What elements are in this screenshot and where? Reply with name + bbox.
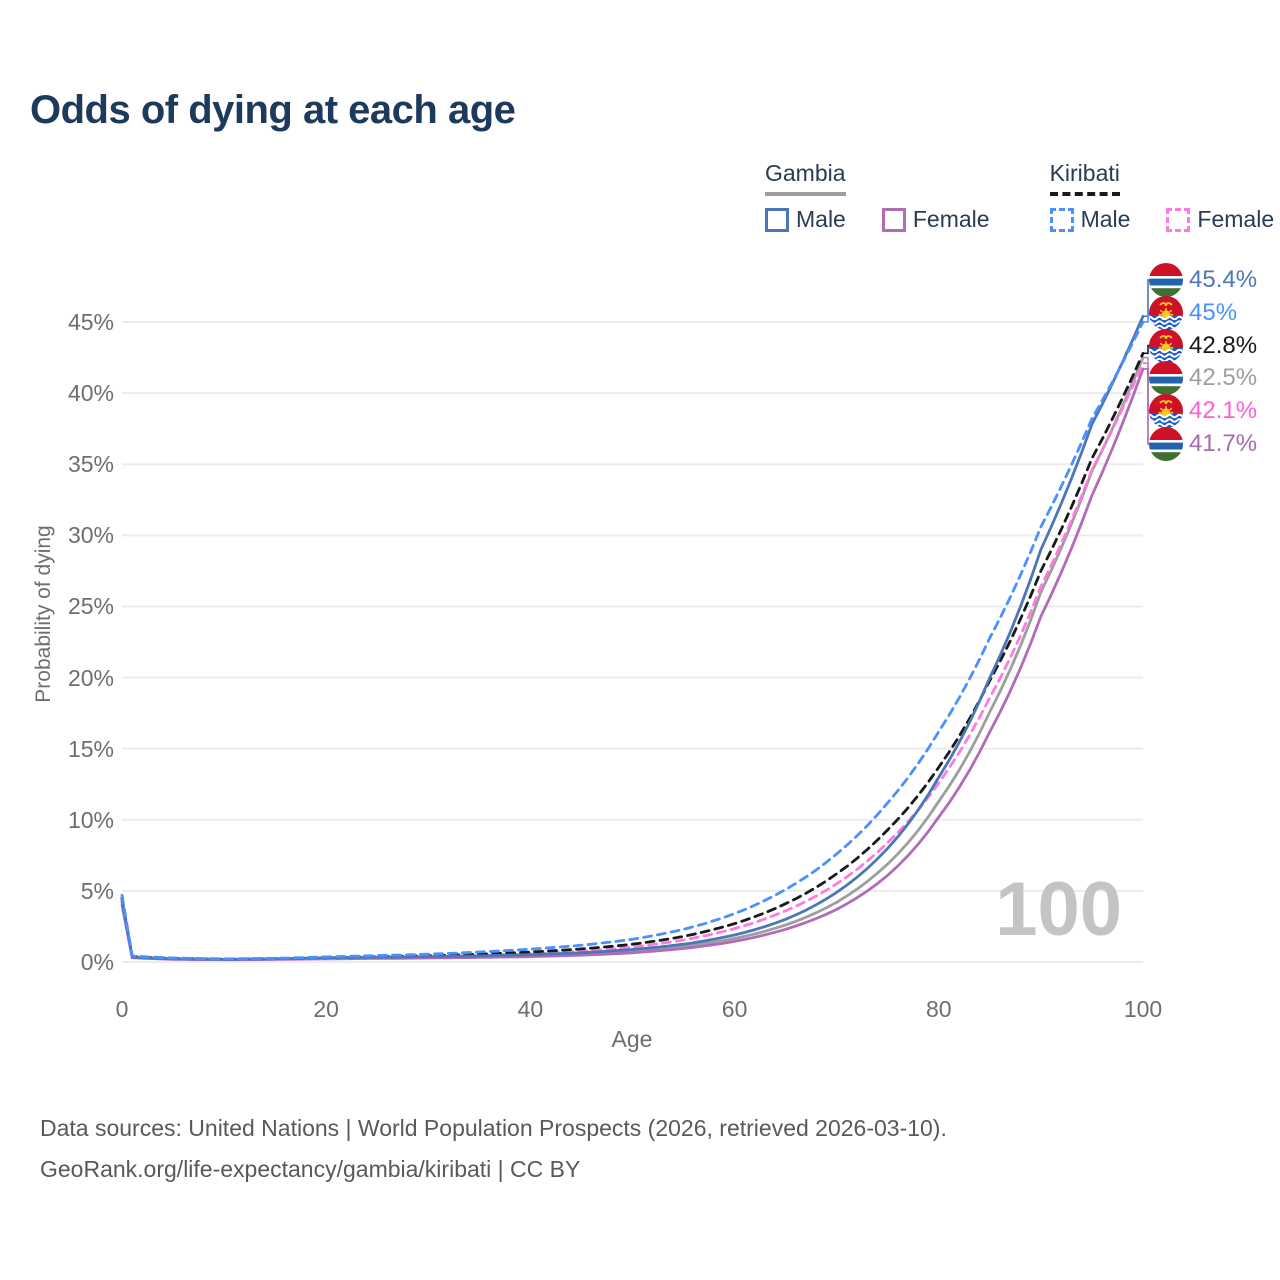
end-label-value: 42.8% [1189, 331, 1258, 359]
end-label-kiribati-male: 45% [1149, 295, 1238, 330]
end-label-kiribati-all: 42.8% [1149, 328, 1258, 363]
end-label-value: 41.7% [1189, 430, 1258, 457]
end-label-gambia-all: 42.5% [1149, 361, 1258, 396]
y-tick-label: 20% [67, 664, 114, 691]
y-tick-label: 0% [80, 949, 114, 975]
legend-swatch-icon [881, 207, 906, 232]
y-tick-label: 25% [67, 593, 114, 620]
end-label-gambia-female: 41.7% [1149, 427, 1257, 461]
legend-swatch-icon [1049, 207, 1074, 232]
legend-item-gambia-female: Female [881, 206, 990, 233]
end-label-value: 42.1% [1189, 397, 1258, 425]
end-label-value: 42.5% [1189, 364, 1258, 392]
y-tick-label: 10% [67, 806, 114, 833]
series-line-kiribati-male [120, 320, 1145, 961]
footer-line-data-sources: Data sources: United Nations | World Pop… [40, 1115, 947, 1141]
x-tick-label: 40 [517, 996, 544, 1022]
end-label-kiribati-female: 42.1% [1149, 394, 1258, 429]
legend-country-title: Gambia [765, 160, 846, 196]
y-tick-label: 30% [67, 522, 114, 549]
gambia-flag-icon [1149, 263, 1183, 297]
age-counter-watermark: 100 [995, 867, 1122, 952]
legend-item-label: Male [1080, 206, 1131, 232]
y-tick-label: 40% [67, 380, 114, 407]
x-tick-label: 60 [721, 996, 748, 1022]
gambia-flag-icon [1149, 427, 1183, 461]
series-line-kiribati-all [120, 351, 1145, 961]
kiribati-flag-icon [1149, 295, 1183, 330]
y-tick-label: 45% [67, 309, 114, 335]
y-tick-label: 5% [80, 877, 114, 904]
x-axis-title: Age [611, 1026, 653, 1052]
legend-group-kiribati: Kiribati Male Female [1049, 160, 1274, 233]
legend-country-title: Kiribati [1049, 160, 1120, 196]
x-tick-label: 0 [115, 996, 129, 1022]
end-label-value: 45.4% [1189, 266, 1258, 293]
legend-item-label: Female [912, 206, 990, 232]
x-tick-label: 100 [1123, 996, 1163, 1022]
y-tick-label: 35% [67, 451, 114, 478]
legend-item-label: Male [796, 206, 846, 232]
legend-item-kiribati-female: Female [1166, 206, 1274, 233]
legend-swatch-icon [765, 207, 789, 232]
series-line-gambia-female [120, 367, 1145, 962]
y-tick-label: 15% [67, 735, 114, 762]
gambia-flag-icon [1149, 361, 1183, 396]
end-label-gambia-male: 45.4% [1149, 263, 1257, 297]
kiribati-flag-icon [1149, 394, 1183, 429]
chart-title: Odds of dying at each age [30, 88, 516, 132]
kiribati-flag-icon [1149, 328, 1183, 363]
footer-attribution: Data sources: United Nations | World Pop… [40, 1108, 947, 1191]
series-line-kiribati-female [120, 361, 1145, 961]
legend-swatch-icon [1166, 207, 1191, 232]
series-line-gambia-male [120, 314, 1145, 961]
end-label-value: 45% [1189, 298, 1238, 326]
legend-group-gambia: Gambia Male Female [765, 160, 990, 233]
y-axis-title: Probability of dying [32, 525, 55, 703]
series-line-gambia-all [120, 356, 1145, 962]
gridlines [122, 321, 1143, 963]
legend-item-kiribati-male: Male [1049, 206, 1131, 233]
legend-item-gambia-male: Male [765, 206, 846, 233]
legend: Gambia Male Female Kiribati Male Female [765, 160, 1274, 233]
x-tick-label: 20 [313, 996, 339, 1022]
series-lines [120, 314, 1145, 962]
x-tick-label: 80 [926, 996, 952, 1022]
legend-item-label: Female [1197, 206, 1275, 232]
footer-line-url-license: GeoRank.org/life-expectancy/gambia/kirib… [40, 1156, 581, 1183]
